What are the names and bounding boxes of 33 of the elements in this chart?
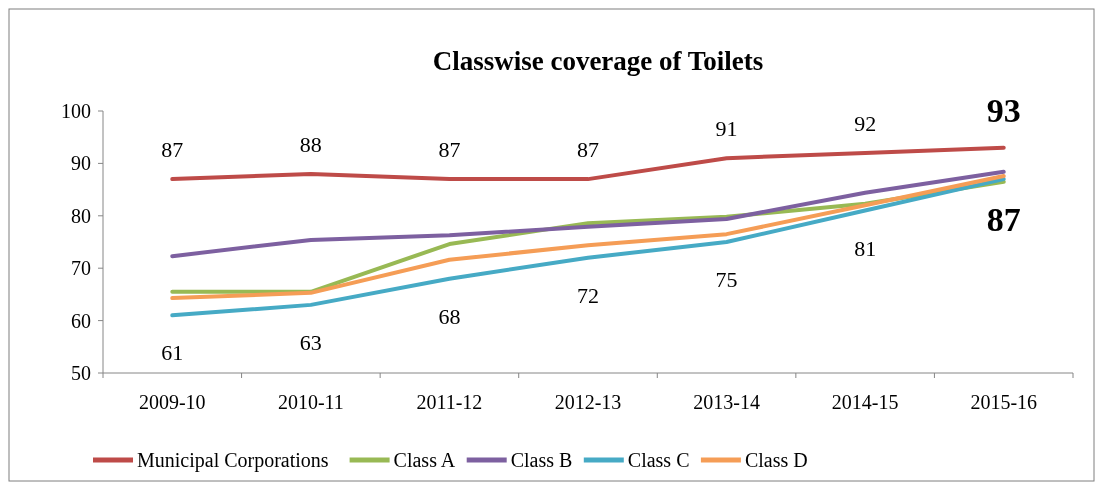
data-label: 88: [299, 131, 322, 157]
x-tick-label: 2015-16: [970, 391, 1038, 413]
x-tick-label: 2013-14: [693, 391, 760, 413]
data-label: 75: [715, 267, 738, 292]
legend-label: Class B: [510, 449, 573, 471]
data-label: 81: [854, 235, 877, 261]
data-label: 72: [577, 282, 599, 308]
y-tick-label: 70: [71, 257, 91, 280]
data-label: 91: [715, 116, 738, 142]
x-tick-label: 2014-15: [831, 391, 899, 413]
x-tick-label: 2009-10: [138, 391, 206, 413]
data-label: 87: [161, 137, 184, 163]
x-tick-label: 2011-12: [416, 391, 483, 413]
legend-label: Municipal Corporations: [137, 449, 329, 472]
data-label: 93: [986, 91, 1021, 129]
data-label: 87: [438, 137, 461, 163]
y-tick-label: 60: [71, 309, 91, 332]
y-tick-label: 90: [71, 152, 91, 175]
data-label: 92: [854, 110, 877, 136]
data-label: 68: [438, 303, 461, 329]
legend-label: Class D: [744, 449, 808, 471]
x-tick-label: 2010-11: [277, 391, 344, 413]
legend-label: Class A: [393, 449, 456, 471]
data-label: 87: [577, 137, 599, 163]
data-label: 63: [299, 329, 322, 355]
x-tick-label: 2012-13: [554, 391, 622, 413]
legend-label: Class C: [627, 449, 690, 471]
data-label: 61: [161, 340, 184, 366]
data-label: 87: [986, 201, 1021, 239]
y-tick-label: 50: [71, 362, 91, 384]
chart-title: Classwise coverage of Toilets: [432, 46, 764, 76]
y-tick-label: 80: [71, 204, 91, 227]
y-tick-label: 100: [61, 100, 91, 122]
